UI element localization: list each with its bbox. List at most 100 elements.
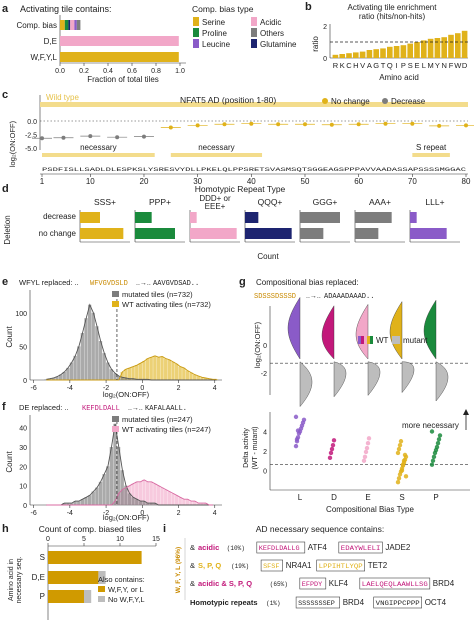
row-tag: S, P, Q <box>198 561 221 570</box>
panel-g-violins <box>287 296 449 408</box>
panel-f-seq-before: KEFDLDALL <box>82 405 120 413</box>
panel-h-ylabel-1: Amino acid in <box>8 559 15 601</box>
subplot-ggg: GGG+ <box>299 197 350 243</box>
panel-f-legend-mutated: mutated tiles (n=247) <box>122 415 193 424</box>
xtick-label: 2 <box>177 510 181 517</box>
strip-point-D <box>331 438 337 443</box>
ytick-label: -2 <box>261 371 267 378</box>
gene-2: BRD4 <box>433 579 455 588</box>
bar-decrease <box>410 212 417 223</box>
sequence-row: Homotypic repeats (1%) SSSSSSSEP BRD4 VNGIPP… <box>190 596 447 609</box>
wt-bin <box>171 361 175 380</box>
panel-c-legend-nochange-marker <box>322 98 328 104</box>
category-label: D,E <box>44 37 57 46</box>
wt-bin <box>145 358 150 380</box>
panel-c-points <box>32 121 474 141</box>
panel-h-xticks: 0 5 10 15 <box>46 536 160 546</box>
panel-e-legend-wt-swatch <box>112 301 119 307</box>
strip-point-P <box>436 437 442 442</box>
panel-g-strip-yticks: 0 2 4 <box>263 430 267 476</box>
panel-g-seq-before: SDSSSDSSSD <box>254 293 296 301</box>
mutated-bin <box>84 497 88 505</box>
amino-acid-label: S <box>408 61 413 70</box>
mutated-bin <box>91 491 95 505</box>
mutated-bin <box>66 503 70 505</box>
legend-wt-swatch-l <box>358 336 361 344</box>
mutated-bin <box>120 377 124 380</box>
wt-bin <box>164 358 168 380</box>
panel-letter-c: c <box>2 89 8 101</box>
mutant-point <box>276 122 281 127</box>
panel-f-seq-after: KAFALAALL. <box>145 405 187 413</box>
panel-g-strip-points <box>293 414 443 485</box>
xtick-label: -6 <box>31 510 37 517</box>
mutated-bin <box>142 501 146 505</box>
xtick-label: 40 <box>247 177 256 186</box>
panel-f-ylabel: Count <box>5 451 14 473</box>
region-bar <box>412 153 450 157</box>
violin-mutant-L <box>299 361 313 408</box>
bar-nochange <box>410 228 447 239</box>
panel-h-legend-swatch-1 <box>98 586 105 592</box>
panel-f-histogram <box>46 416 213 506</box>
mutant-point <box>61 135 66 140</box>
wt-bin <box>138 481 143 505</box>
ytick-label: 0 <box>23 378 27 385</box>
panel-c: c log₂(ON:OFF) 0.0 -2.5 -5.0 Wild type NFA… <box>2 89 474 186</box>
panel-c-xticks: 1 10 20 30 40 50 60 70 80 <box>40 174 471 186</box>
sequence-box <box>299 577 327 590</box>
wt-bin <box>189 372 193 380</box>
bar-M <box>427 38 434 58</box>
mutated-bin <box>106 362 110 380</box>
mutated-bin <box>84 318 88 380</box>
strip-point-S <box>402 452 408 458</box>
strip-point-S <box>400 462 406 467</box>
bar-nochange <box>245 228 292 239</box>
panel-a-title: Activating tile contains: <box>20 4 112 14</box>
category-label: P <box>40 592 45 601</box>
violin-mutant-P <box>435 361 449 402</box>
xtick-label: 10 <box>86 177 95 186</box>
bar-compbias-others <box>76 20 81 30</box>
mutated-bin <box>44 379 48 380</box>
mutated-bin <box>120 470 124 505</box>
ytick-label: 2 <box>263 449 267 456</box>
sequence-1: EFPDY <box>302 581 322 589</box>
wt-bin <box>156 357 161 380</box>
mutated-density <box>46 423 213 506</box>
mutated-bin <box>48 378 52 380</box>
wt-bin <box>182 367 186 380</box>
panel-c-sequence: PSDFISLLSADLDLESPKSLYSRESVYDLLPKELQLPPSR… <box>42 167 466 173</box>
xtick-label: 0.6 <box>127 68 137 75</box>
panel-letter-e: e <box>2 276 8 288</box>
wt-bin <box>196 375 200 380</box>
panel-letter-d: d <box>2 183 9 195</box>
panel-b-bars <box>332 30 468 58</box>
wt-bin <box>160 356 164 380</box>
ytick-label: 0 <box>263 343 267 350</box>
strip-point-S <box>396 446 402 452</box>
wt-bin <box>200 377 204 380</box>
ytick-label: 0 <box>23 503 27 510</box>
xtick-label: 15 <box>152 536 160 543</box>
xtick-label: 20 <box>140 177 149 186</box>
subplot-title: LLL+ <box>425 197 444 207</box>
strip-point-L <box>301 417 307 422</box>
panel-d: d Homotypic Repeat Type Deletion decreas… <box>2 183 460 261</box>
panel-f-replaced-label: DE replaced: .. <box>19 403 69 412</box>
xtick-label: 0.4 <box>103 68 113 75</box>
amino-acid-label: E <box>414 61 419 70</box>
panel-letter-g: g <box>239 276 246 288</box>
category-label: S <box>399 493 404 502</box>
xtick-label: 0.8 <box>151 68 161 75</box>
mutated-bin <box>91 312 95 380</box>
wt-density <box>46 479 213 506</box>
sequence-row: & acidic & S, P, Q (65%) EFPDY KLF4 LAELQEQL… <box>190 577 455 590</box>
mutated-bin <box>62 371 66 380</box>
panel-h: h Count of comp. biased tiles Amino acid… <box>2 523 160 620</box>
legend-wt-swatch-p <box>370 336 373 344</box>
gene-2: JADE2 <box>385 543 410 552</box>
mutant-point <box>464 123 468 128</box>
panel-d-xlabel: Count <box>257 252 279 261</box>
amino-acid-label: K <box>340 61 345 70</box>
